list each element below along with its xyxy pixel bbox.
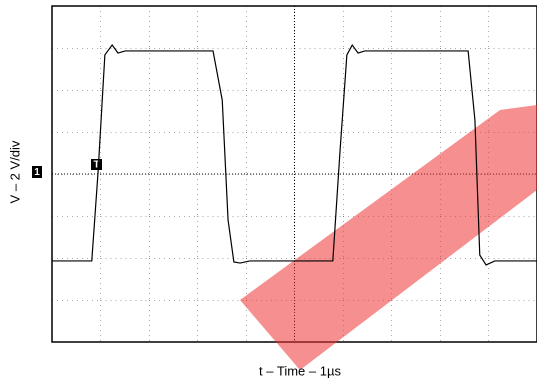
trigger-marker <box>91 159 102 170</box>
channel-marker <box>32 166 42 178</box>
y-axis-label: V – 2 V/div <box>7 140 22 203</box>
watermark <box>240 105 537 370</box>
trigger-label: T <box>93 160 99 171</box>
waveform <box>52 43 537 266</box>
x-axis-label: t – Time – 1µs <box>259 363 341 378</box>
channel-label: 1 <box>34 167 40 178</box>
